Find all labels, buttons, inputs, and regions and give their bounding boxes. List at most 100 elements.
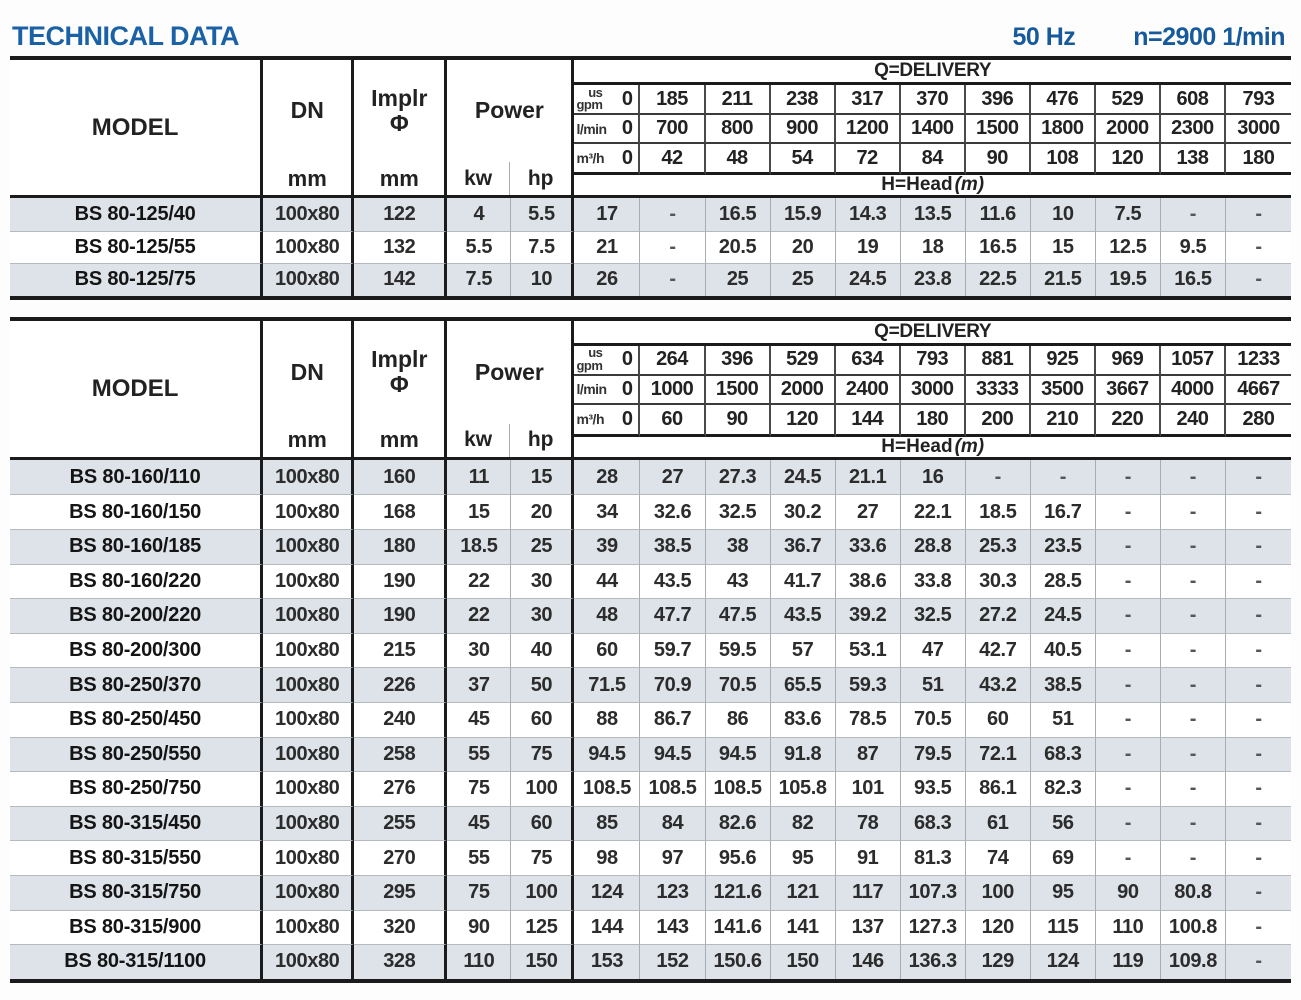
model-cell: BS 80-315/550 <box>10 840 264 875</box>
head-cell: 141 <box>770 909 836 945</box>
impeller-diameter-symbol: Φ <box>389 371 409 398</box>
head-cell: 39 <box>574 528 641 564</box>
head-cell: - <box>1160 598 1226 633</box>
head-cell: 86.1 <box>965 771 1031 806</box>
head-cell: 15.9 <box>770 198 836 231</box>
power-header-cell: Power kw hp <box>447 60 575 198</box>
head-cell: - <box>1225 667 1291 702</box>
delivery-value-cell: 3500 <box>1030 375 1096 405</box>
dn-cell: 100x80 <box>263 528 355 564</box>
impeller-cell: 295 <box>354 874 448 910</box>
delivery-value-cell: 793 <box>1225 85 1291 115</box>
head-cell: 87 <box>835 736 901 772</box>
delivery-value-cell: 969 <box>1095 345 1161 376</box>
head-cell: 146 <box>835 944 901 979</box>
hp-cell: 30 <box>511 563 575 599</box>
delivery-value-cell: 3333 <box>965 375 1031 405</box>
head-cell: 88 <box>574 701 641 737</box>
head-cell: - <box>1225 598 1291 633</box>
head-cell: - <box>1225 909 1291 945</box>
delivery-value-cell: 180 <box>900 404 966 437</box>
model-cell: BS 80-315/750 <box>10 874 264 910</box>
model-cell: BS 80-250/750 <box>10 771 264 806</box>
dn-cell: 100x80 <box>263 563 355 599</box>
delivery-zero-value: 0 <box>621 377 633 400</box>
head-cell: 121 <box>770 874 836 910</box>
dn-header-cell: DN mm <box>263 320 355 460</box>
impeller-cell: 320 <box>354 909 448 945</box>
head-cell: 18.5 <box>965 494 1031 529</box>
delivery-value-cell: 793 <box>900 345 966 376</box>
head-cell: 59.7 <box>640 632 706 668</box>
kw-cell: 22 <box>447 563 512 599</box>
head-cell: 27.3 <box>705 459 771 495</box>
head-cell: - <box>1095 736 1161 772</box>
hp-cell: 100 <box>511 771 575 806</box>
head-cell: 97 <box>640 840 706 875</box>
head-cell: - <box>1095 667 1161 702</box>
head-cell: 86 <box>705 701 771 737</box>
page-title: TECHNICAL DATA <box>12 21 239 51</box>
kw-cell: 4 <box>447 198 512 231</box>
delivery-value-cell: 211 <box>705 85 771 115</box>
impeller-label-line1: Implr <box>371 84 428 111</box>
dn-cell: 100x80 <box>263 874 355 910</box>
head-cell: 16 <box>900 459 966 495</box>
hp-cell: 7.5 <box>511 230 575 264</box>
delivery-unit-label: m³/h <box>576 150 604 166</box>
dn-cell: 100x80 <box>263 736 355 772</box>
impeller-cell: 160 <box>354 459 448 495</box>
delivery-value-cell: 220 <box>1095 404 1161 437</box>
head-cell: - <box>1160 840 1226 875</box>
power-kw-label: kw <box>447 423 510 457</box>
impeller-label: Implr Φ <box>354 321 444 424</box>
head-cell: 19 <box>835 230 901 264</box>
head-cell: 25 <box>770 263 836 296</box>
delivery-value-cell: 396 <box>705 345 771 376</box>
head-cell: 16.7 <box>1030 494 1096 529</box>
dn-unit-label: mm <box>287 165 327 191</box>
head-cell: 98 <box>574 840 641 875</box>
hp-cell: 25 <box>511 528 575 564</box>
head-cell: 124 <box>574 874 641 910</box>
hp-cell: 40 <box>511 632 575 668</box>
head-cell: - <box>1225 563 1291 599</box>
head-cell: 38.5 <box>1030 667 1096 702</box>
impeller-cell: 132 <box>354 230 448 264</box>
head-cell: 21.5 <box>1030 263 1096 296</box>
model-cell: BS 80-200/220 <box>10 598 264 633</box>
head-cell: - <box>1095 701 1161 737</box>
head-cell: 23.5 <box>1030 528 1096 564</box>
head-cell: 94.5 <box>574 736 641 772</box>
head-cell: 80.8 <box>1160 874 1226 910</box>
hp-cell: 15 <box>511 459 575 495</box>
head-cell: 100 <box>965 874 1031 910</box>
power-label: Power <box>474 358 544 385</box>
delivery-value-cell: 3000 <box>900 375 966 405</box>
head-cell: 16.5 <box>1160 263 1226 296</box>
head-cell: - <box>1225 805 1291 841</box>
head-cell: 95 <box>770 840 836 875</box>
head-cell: - <box>1160 494 1226 529</box>
head-cell: - <box>1160 563 1226 599</box>
dn-cell: 100x80 <box>263 805 355 841</box>
head-cell: 59.5 <box>705 632 771 668</box>
model-header-cell: MODEL <box>10 60 264 198</box>
head-cell: 12.5 <box>1095 230 1161 264</box>
dn-cell: 100x80 <box>263 598 355 633</box>
delivery-value-cell: 90 <box>965 144 1031 175</box>
dn-label: DN <box>290 358 324 385</box>
head-cell: - <box>1095 598 1161 633</box>
delivery-value-cell: 1800 <box>1030 115 1096 144</box>
impeller-label-line1: Implr <box>371 345 428 372</box>
head-cell: 68.3 <box>1030 736 1096 772</box>
head-cell: 42.7 <box>965 632 1031 668</box>
head-cell: 21.1 <box>835 459 901 495</box>
head-cell: - <box>1095 840 1161 875</box>
delivery-zero-value: 0 <box>621 407 633 430</box>
head-cell: 44 <box>574 563 641 599</box>
head-cell: - <box>1160 771 1226 806</box>
kw-cell: 30 <box>447 632 512 668</box>
impeller-cell: 142 <box>354 263 448 296</box>
